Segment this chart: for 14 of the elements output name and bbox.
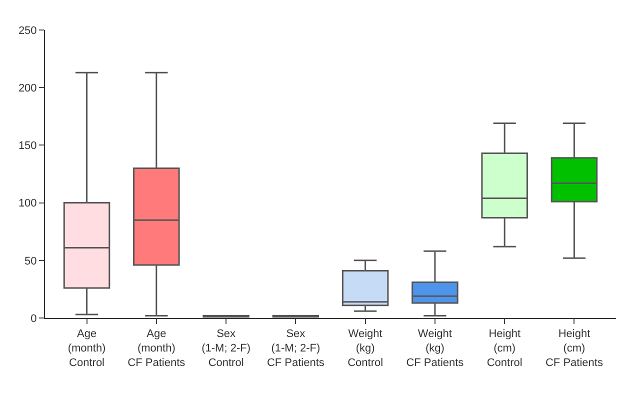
y-tick-label: 0: [30, 312, 37, 325]
x-tick-label: Age (month) Control: [68, 328, 106, 369]
x-tick-label: Weight (kg) CF Patients: [406, 328, 464, 369]
x-tick-label: Weight (kg) Control: [348, 328, 384, 369]
y-tick-label: 200: [18, 82, 37, 94]
x-tick-label: Height (cm) Control: [486, 328, 522, 369]
y-tick-label: 50: [24, 255, 37, 268]
y-tick-label: 100: [18, 198, 37, 210]
x-tick-label: Sex (1-M; 2-F) Control: [202, 328, 250, 369]
y-tick-label: 250: [18, 24, 37, 37]
y-tick-label: 150: [18, 140, 37, 152]
x-tick-label: Sex (1-M; 2-F) CF Patients: [266, 328, 325, 369]
x-tick-label: Age (month) CF Patients: [128, 328, 186, 369]
x-tick-label: Height (cm) CF Patients: [545, 328, 604, 369]
